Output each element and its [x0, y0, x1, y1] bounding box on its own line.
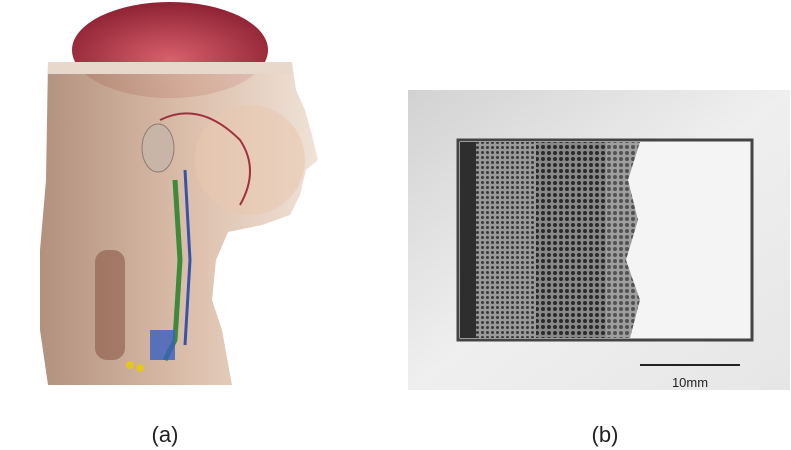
vessel-bundle: [150, 330, 175, 360]
marker: [126, 361, 134, 369]
panel-label: (b): [592, 422, 619, 447]
lattice-region: [536, 142, 606, 338]
phantom-image: 10mm: [408, 90, 790, 390]
transition-region: [606, 142, 640, 338]
artery: [159, 112, 251, 206]
panel-label: (a): [152, 422, 179, 447]
head-model-image: [40, 2, 318, 385]
skull-rim: [48, 62, 292, 74]
dense-region: [476, 142, 536, 338]
vessel: [183, 169, 192, 346]
spine: [95, 250, 125, 360]
marker: [136, 364, 144, 372]
ear: [141, 123, 175, 173]
dark-edge: [460, 142, 476, 338]
skull: [195, 105, 305, 215]
scale-bar-label: 10mm: [672, 375, 708, 390]
